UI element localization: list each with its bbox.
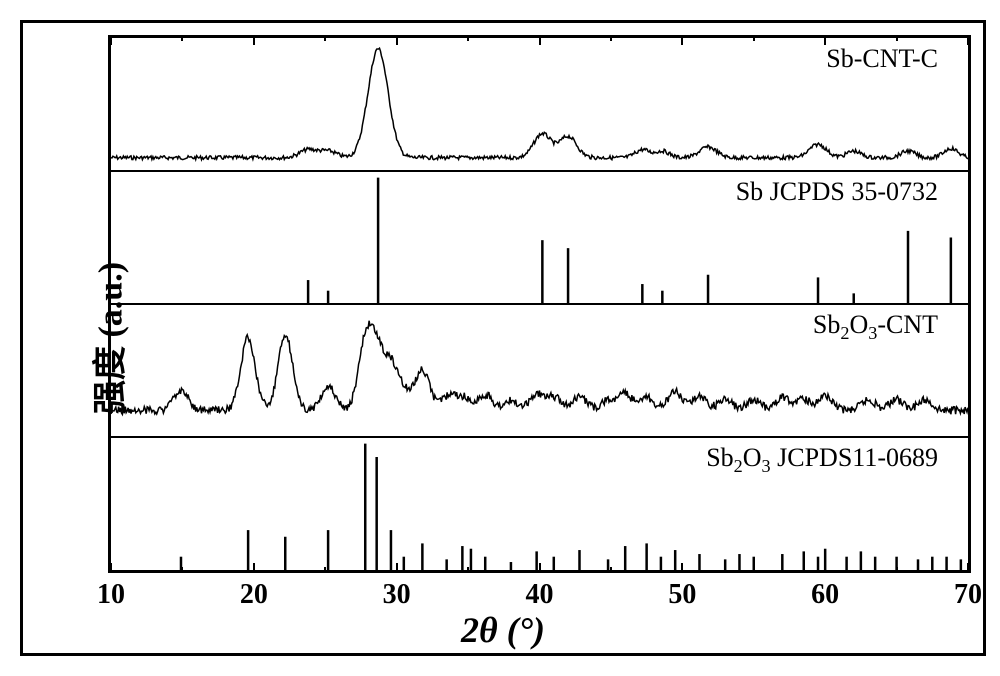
- x-tick-label: 40: [526, 579, 554, 611]
- x-tick-label: 20: [240, 579, 268, 611]
- xrd-chart: 强度 (a.u.) Sb-CNT-CSb JCPDS 35-0732Sb2O3-…: [20, 20, 986, 656]
- plot-area: Sb-CNT-CSb JCPDS 35-0732Sb2O3-CNTSb2O3 J…: [108, 35, 971, 573]
- x-tick-label: 70: [954, 579, 982, 611]
- x-tick-label: 60: [811, 579, 839, 611]
- x-tick-label: 50: [668, 579, 696, 611]
- x-tick-label: 30: [383, 579, 411, 611]
- trace-p4: [111, 38, 968, 570]
- x-axis-label: 2θ (°): [461, 609, 545, 651]
- x-tick-label: 10: [97, 579, 125, 611]
